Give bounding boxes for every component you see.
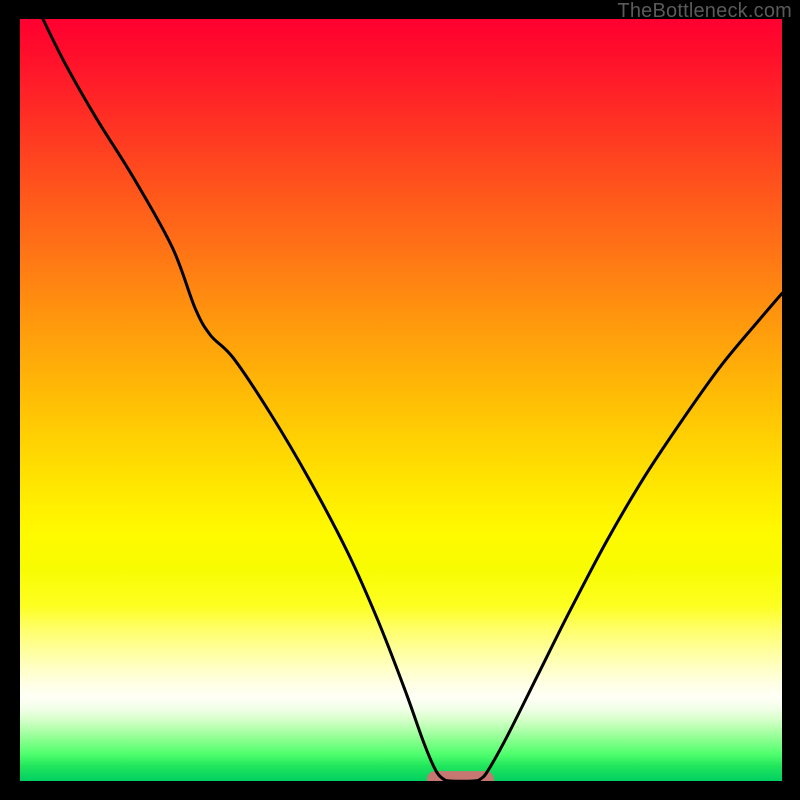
chart-stage: TheBottleneck.com [0,0,800,800]
bottleneck-chart [0,0,800,800]
watermark-text: TheBottleneck.com [617,0,792,23]
plot-background [20,19,782,781]
